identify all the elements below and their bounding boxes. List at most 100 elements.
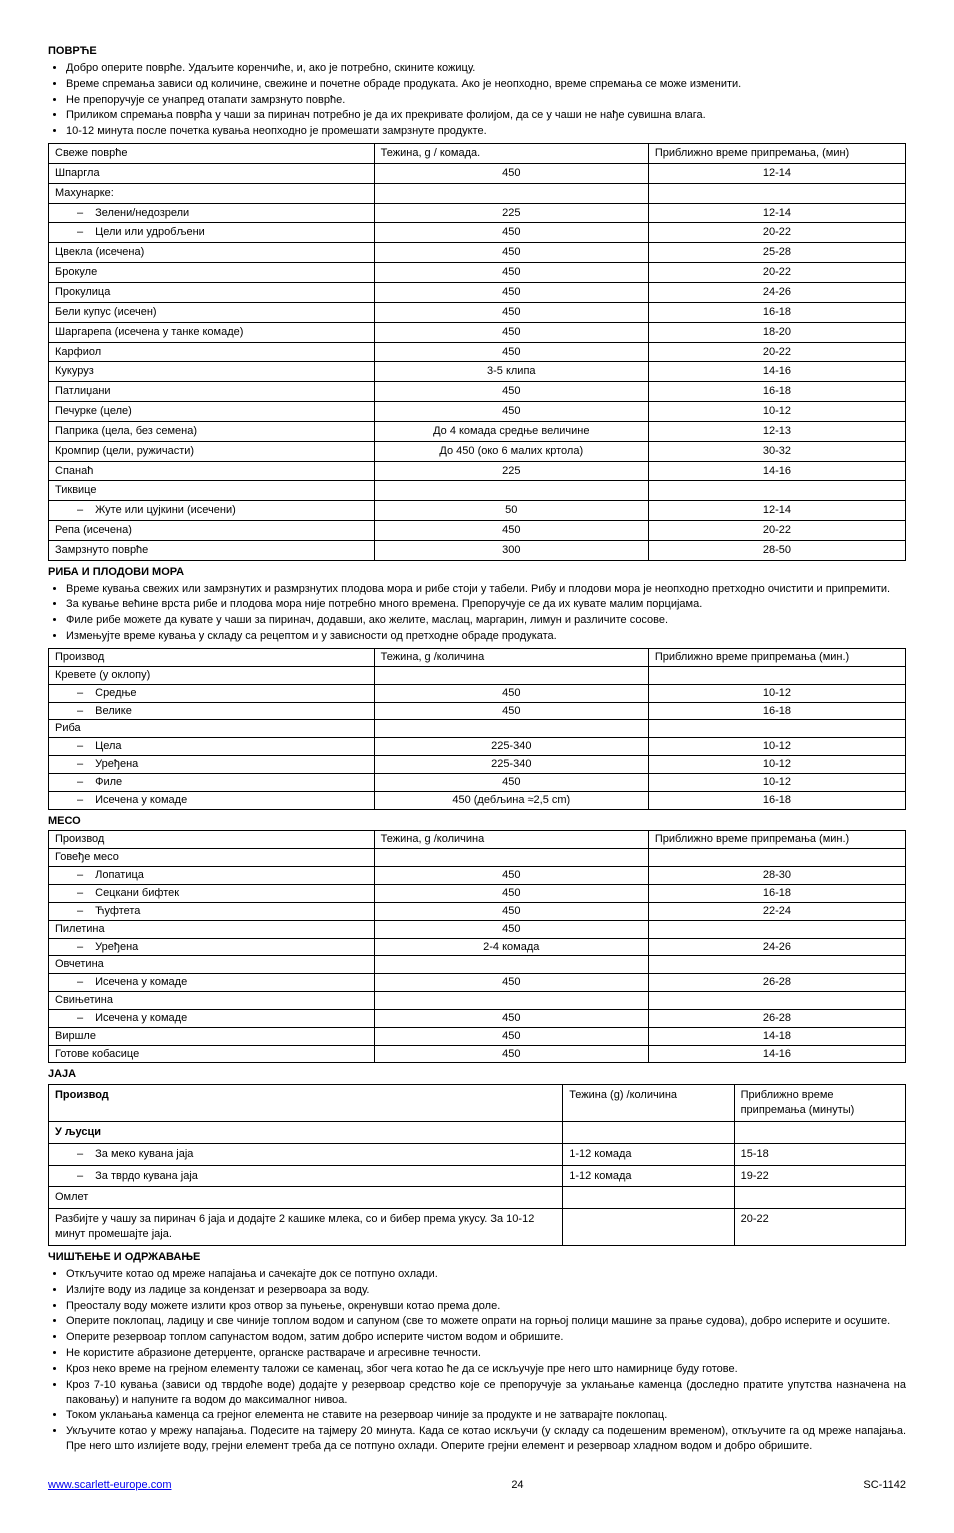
table-cell: 19-22	[734, 1165, 905, 1187]
table-cell	[374, 183, 648, 203]
table-cell: 26-28	[648, 1009, 905, 1027]
table-row: Тиквице	[49, 481, 906, 501]
table-cell: Паприка (цела, без семена)	[49, 421, 375, 441]
table-cell: 20-22	[734, 1209, 905, 1246]
table-cell: Патлиџани	[49, 382, 375, 402]
table-cell: Жуте или цујкини (исечени)	[49, 501, 375, 521]
table-row: Печурке (целе)45010-12	[49, 402, 906, 422]
table-row: Филе45010-12	[49, 773, 906, 791]
table-row: Виршле45014-18	[49, 1027, 906, 1045]
table-cell: 225-340	[374, 756, 648, 774]
table-cell	[648, 920, 905, 938]
table-row: Омлет	[49, 1187, 906, 1209]
table-row: Кромпир (цели, ружичасти)До 450 (око 6 м…	[49, 441, 906, 461]
table-cell: До 450 (око 6 малих кртола)	[374, 441, 648, 461]
table-row: Махунарке:	[49, 183, 906, 203]
table-cell: 450	[374, 684, 648, 702]
table-cell: Готове кобасице	[49, 1045, 375, 1063]
table-cell: 450 (дебљина ≈2,5 cm)	[374, 791, 648, 809]
table-row: Говеђе месо	[49, 849, 906, 867]
table-cell: Разбијте у чашу за пиринач 6 јаја и дода…	[49, 1209, 563, 1246]
table-row: Шаргарепа (исечена у танке комаде)45018-…	[49, 322, 906, 342]
table-row: Цели или удробљени45020-22	[49, 223, 906, 243]
table-cell: 450	[374, 902, 648, 920]
bullet-item: 10-12 минута после почетка кувања неопхо…	[66, 124, 906, 139]
table-cell: 10-12	[648, 738, 905, 756]
table-cell: 450	[374, 521, 648, 541]
table-cell	[374, 992, 648, 1010]
table-cell: Кревете (у оклопу)	[49, 666, 375, 684]
table-header: Тежина, g /количина	[374, 831, 648, 849]
table-cell: Карфиол	[49, 342, 375, 362]
footer-url-link[interactable]: www.scarlett-europe.com	[48, 1478, 172, 1493]
table-cell: Пилетина	[49, 920, 375, 938]
table-cell: 12-14	[648, 501, 905, 521]
table-cell: 15-18	[734, 1143, 905, 1165]
table-row: Средње45010-12	[49, 684, 906, 702]
table-cell: Виршле	[49, 1027, 375, 1045]
table-cell: Омлет	[49, 1187, 563, 1209]
table-cell: Репа (исечена)	[49, 521, 375, 541]
table-cell: 300	[374, 540, 648, 560]
table-row: Свињетина	[49, 992, 906, 1010]
bullet-item: Излијте воду из ладице за кондензат и ре…	[66, 1283, 906, 1298]
table-cell: 225	[374, 461, 648, 481]
table-cell	[648, 481, 905, 501]
table-row: Репа (исечена)45020-22	[49, 521, 906, 541]
table-cell: Цела	[49, 738, 375, 756]
table-header: Свеже поврће	[49, 144, 375, 164]
footer-page-number: 24	[511, 1478, 523, 1493]
table-row: Цвекла (исечена)45025-28	[49, 243, 906, 263]
table-row: Исечена у комаде45026-28	[49, 1009, 906, 1027]
table-row: Уређена225-34010-12	[49, 756, 906, 774]
table-cell	[648, 183, 905, 203]
table-cell: 450	[374, 402, 648, 422]
table-cell: 16-18	[648, 884, 905, 902]
bullet-item: Измењујте време кувања у складу са рецеп…	[66, 629, 906, 644]
seafood-bullets: Време кувања свежих или замрзнутих и раз…	[48, 582, 906, 644]
table-row: Исечена у комаде450 (дебљина ≈2,5 cm)16-…	[49, 791, 906, 809]
table-cell	[563, 1209, 734, 1246]
table-row: Кукуруз3-5 клипа14-16	[49, 362, 906, 382]
table-cell: 12-13	[648, 421, 905, 441]
table-cell	[374, 849, 648, 867]
table-row: Готове кобасице45014-16	[49, 1045, 906, 1063]
table-row: Зелени/недозрели22512-14	[49, 203, 906, 223]
vegetables-bullets: Добро оперите поврће. Удаљите коренчиће,…	[48, 61, 906, 139]
table-cell	[374, 666, 648, 684]
table-row: Овчетина	[49, 956, 906, 974]
cleaning-bullets: Откључите котао од мреже напајања и саче…	[48, 1267, 906, 1454]
bullet-item: За кување већине врста рибе и плодова мо…	[66, 597, 906, 612]
table-cell: Велике	[49, 702, 375, 720]
table-cell: 22-24	[648, 902, 905, 920]
table-cell: 450	[374, 382, 648, 402]
table-cell: Прокулица	[49, 282, 375, 302]
table-cell: Исечена у комаде	[49, 791, 375, 809]
table-cell	[648, 956, 905, 974]
footer-model: SC-1142	[863, 1478, 906, 1493]
table-cell: У љусци	[49, 1121, 563, 1143]
table-cell: 450	[374, 322, 648, 342]
table-cell	[374, 956, 648, 974]
bullet-item: Не препоручује се унапред отапати замрзн…	[66, 93, 906, 108]
table-cell: 10-12	[648, 402, 905, 422]
table-cell	[374, 720, 648, 738]
table-cell: 3-5 клипа	[374, 362, 648, 382]
table-cell: 14-16	[648, 362, 905, 382]
vegetables-table: Свеже поврће Тежина, g / комада. Приближ…	[48, 143, 906, 561]
eggs-table: Производ Тежина (g) /количина Приближно …	[48, 1084, 906, 1246]
bullet-item: Време кувања свежих или замрзнутих и раз…	[66, 582, 906, 597]
table-cell: Брокуле	[49, 263, 375, 283]
table-cell: 10-12	[648, 756, 905, 774]
table-cell: 450	[374, 1045, 648, 1063]
table-cell: Печурке (целе)	[49, 402, 375, 422]
table-cell: Говеђе месо	[49, 849, 375, 867]
bullet-item: Оперите поклопац, ладицу и све чиније то…	[66, 1314, 906, 1329]
table-header: Тежина, g /количина	[374, 649, 648, 667]
table-cell: 12-14	[648, 163, 905, 183]
table-cell: Ћуфтета	[49, 902, 375, 920]
table-cell: 28-50	[648, 540, 905, 560]
table-row: Сецкани бифтек45016-18	[49, 884, 906, 902]
table-cell: 20-22	[648, 342, 905, 362]
table-cell: Лопатица	[49, 867, 375, 885]
